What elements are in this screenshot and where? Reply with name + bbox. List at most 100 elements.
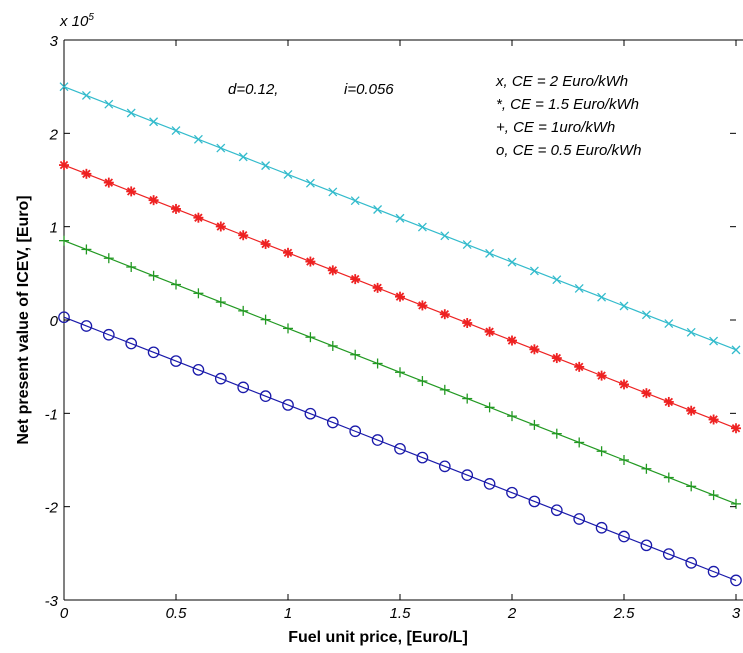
circle-marker [214, 372, 227, 385]
plus-marker [574, 437, 585, 448]
plus-marker [215, 297, 226, 308]
x-marker [485, 248, 495, 258]
circle-marker [170, 355, 182, 367]
star-marker [484, 326, 495, 337]
circle-marker [685, 557, 698, 569]
plus-marker [238, 305, 249, 316]
x-marker [417, 222, 427, 232]
x-tick-label: 0.5 [166, 605, 188, 622]
y-tick-label: -2 [45, 500, 59, 517]
plus-marker [551, 428, 562, 439]
legend-line-star: *, CE = 1.5 Euro/kWh [496, 96, 639, 113]
circle-marker [259, 390, 272, 403]
y-tick-label: 1 [50, 220, 58, 237]
plus-marker [484, 402, 495, 413]
circle-marker [707, 565, 720, 578]
circle-marker [147, 346, 160, 359]
annotation-i: i=0.056 [344, 81, 394, 98]
plus-marker [596, 446, 607, 457]
star-marker [283, 247, 293, 258]
star-marker [395, 291, 405, 302]
plus-marker [372, 358, 383, 369]
x-marker [686, 327, 696, 337]
y-axis-title: Net present value of ICEV, [Euro] [15, 195, 32, 444]
star-marker [641, 388, 652, 399]
x-tick-label: 3 [732, 605, 741, 622]
x-tick-label: 1.5 [390, 605, 412, 622]
star-marker [171, 203, 181, 214]
circle-marker [640, 539, 653, 552]
plus-marker [327, 340, 338, 351]
star-marker [529, 344, 540, 355]
plus-marker [439, 384, 450, 395]
y-tick-label: 0 [50, 313, 59, 330]
circle-marker [506, 486, 518, 499]
x-marker [664, 319, 674, 329]
star-marker [596, 370, 607, 381]
star-marker [59, 160, 69, 171]
legend-line-x: x, CE = 2 Euro/kWh [495, 73, 628, 90]
x-marker [59, 82, 69, 92]
circle-marker [595, 521, 608, 534]
star-marker [551, 353, 562, 364]
x-marker [709, 336, 719, 346]
circle-marker [80, 320, 93, 332]
ticks-group: 0 0.5 1 1.5 2 2.5 3 -3 -2 -1 0 1 2 3 [45, 33, 741, 622]
x-marker [328, 187, 338, 197]
plus-marker [148, 270, 159, 281]
x-tick-label: 0 [60, 605, 69, 622]
y-exponent-base: x 10 [59, 13, 89, 30]
star-marker [81, 168, 92, 179]
circle-marker [416, 451, 429, 464]
plus-marker [619, 455, 629, 465]
plus-marker [81, 244, 92, 255]
star-marker [462, 317, 473, 328]
circle-marker [550, 504, 563, 517]
circle-marker [438, 460, 451, 473]
y-exponent-power: 5 [88, 12, 94, 23]
star-marker [574, 361, 585, 372]
plus-marker [507, 411, 517, 422]
plus-marker [171, 279, 181, 290]
circle-marker [102, 328, 115, 341]
circle-marker [730, 574, 742, 587]
circle-marker [237, 381, 250, 394]
star-marker [350, 274, 361, 285]
x-marker [529, 266, 539, 276]
x-marker [507, 257, 517, 267]
star-marker [215, 221, 226, 232]
star-marker [372, 282, 383, 293]
star-marker [148, 195, 159, 206]
series-plus [59, 235, 741, 509]
x-marker [350, 196, 360, 206]
x-marker [305, 178, 315, 188]
star-marker [686, 405, 697, 416]
plus-marker [305, 332, 316, 343]
circle-marker [394, 442, 406, 455]
star-marker [663, 396, 674, 407]
x-tick-label: 2.5 [613, 605, 636, 622]
star-marker [238, 230, 249, 241]
plot-area: 0 0.5 1 1.5 2 2.5 3 -3 -2 -1 0 1 2 3 [45, 33, 743, 622]
plus-marker [641, 463, 652, 474]
star-marker [305, 256, 316, 267]
plus-marker [417, 376, 428, 387]
circle-marker [58, 311, 70, 324]
x-marker [171, 126, 181, 135]
star-marker [619, 379, 629, 390]
plus-marker [663, 472, 674, 483]
star-marker [103, 177, 114, 188]
star-marker [417, 300, 428, 311]
circle-marker [349, 425, 362, 438]
plus-marker [731, 498, 741, 509]
series-x [59, 82, 741, 355]
circle-marker [618, 530, 630, 543]
x-marker [81, 90, 91, 100]
x-marker [440, 231, 450, 241]
x-axis-title: Fuel unit price, [Euro/L] [288, 629, 468, 646]
circle-marker [371, 434, 384, 446]
x-marker [462, 240, 472, 250]
plus-marker [708, 490, 719, 501]
series-line [63, 316, 737, 581]
